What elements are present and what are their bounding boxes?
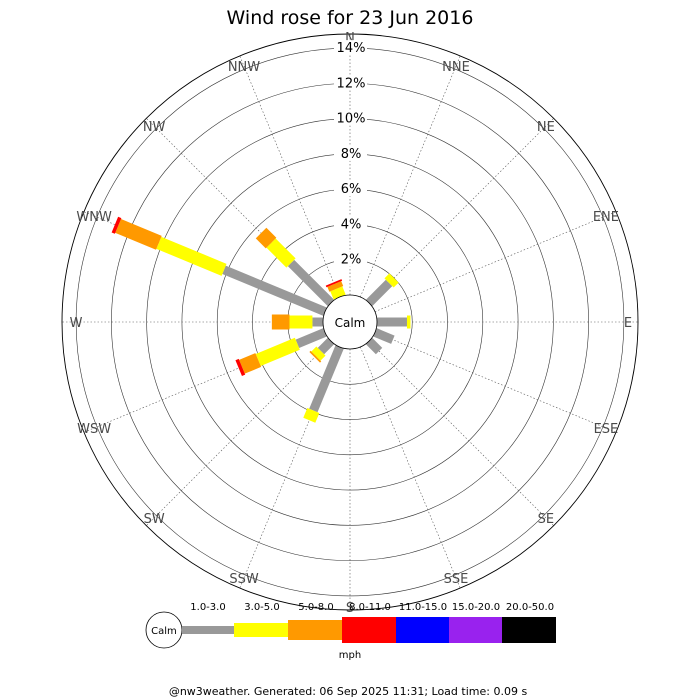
bar-sw-bin-0 bbox=[317, 337, 335, 355]
bar-nnw-bin-3 bbox=[325, 279, 343, 288]
wind-bars bbox=[111, 216, 411, 423]
direction-label-wnw: WNW bbox=[76, 210, 112, 225]
bar-nw-bin-2 bbox=[255, 227, 277, 249]
outer-circle bbox=[61, 33, 639, 611]
spoke-ene bbox=[374, 211, 617, 312]
bar-wnw-bin-3 bbox=[111, 216, 122, 234]
spoke-se bbox=[368, 340, 554, 526]
spoke-nnw bbox=[239, 55, 340, 298]
legend-swatch-6 bbox=[502, 617, 556, 643]
legend-label-4: 11.0-15.0 bbox=[399, 602, 447, 613]
legend-swatch-2 bbox=[288, 620, 342, 640]
tick-label-10: 10% bbox=[337, 112, 366, 127]
bar-ne-bin-0 bbox=[365, 279, 393, 307]
legend-label-1: 3.0-5.0 bbox=[244, 602, 279, 613]
bar-sw-bin-1 bbox=[311, 346, 326, 361]
bar-nnw-bin-1 bbox=[330, 286, 346, 300]
direction-label-nne: NNE bbox=[442, 60, 470, 75]
bar-wnw-bin-2 bbox=[115, 219, 162, 250]
bar-se-bin-0 bbox=[365, 337, 383, 355]
bar-nw-bin-1 bbox=[266, 238, 296, 268]
bar-wsw-bin-0 bbox=[295, 328, 327, 348]
bar-ne-bin-1 bbox=[384, 273, 399, 288]
direction-label-ene: ENE bbox=[593, 210, 619, 225]
direction-labels: N NNE NE ENE E ESE SE SSE S SSW SW WSW W WNW NW NNW bbox=[70, 31, 633, 616]
legend-swatch-4 bbox=[396, 617, 449, 643]
direction-label-nw: NW bbox=[143, 120, 166, 135]
bar-wsw-bin-3 bbox=[235, 358, 246, 376]
tick-label-bg bbox=[334, 251, 367, 267]
direction-label-se: SE bbox=[538, 512, 554, 527]
bar-wsw-bin-2 bbox=[239, 353, 262, 374]
direction-label-sse: SSE bbox=[444, 572, 469, 587]
tick-label-14: 14% bbox=[337, 41, 366, 56]
legend-label-2: 5.0-8.0 bbox=[298, 602, 333, 613]
tick-label-bg bbox=[334, 75, 367, 91]
direction-label-sw: SW bbox=[144, 512, 165, 527]
direction-label-s: S bbox=[346, 601, 354, 616]
direction-label-ne: NE bbox=[537, 120, 555, 135]
bar-nnw-bin-2 bbox=[327, 281, 344, 292]
calm-label: Calm bbox=[335, 316, 366, 330]
direction-label-e: E bbox=[624, 316, 632, 331]
bar-sw-bin-2 bbox=[309, 350, 322, 363]
tick-label-bg bbox=[334, 216, 367, 232]
tick-label-bg bbox=[334, 40, 367, 56]
calm-circle-shape bbox=[322, 294, 378, 350]
bar-wnw-bin-0 bbox=[222, 265, 327, 316]
bar-ssw-bin-0 bbox=[309, 345, 344, 413]
direction-label-nnw: NNW bbox=[228, 60, 260, 75]
tick-label-2: 2% bbox=[341, 253, 362, 268]
bar-wsw-bin-1 bbox=[255, 337, 300, 367]
direction-label-wsw: WSW bbox=[77, 422, 111, 437]
footer-text: @nw3weather. Generated: 06 Sep 2025 11:3… bbox=[169, 685, 528, 698]
legend-unit: mph bbox=[339, 650, 361, 661]
tick-label-bg bbox=[334, 110, 367, 126]
legend-label-0: 1.0-3.0 bbox=[190, 602, 225, 613]
tick-label-bg bbox=[334, 181, 367, 197]
radial-tick-labels: 2% 4% 6% 8% 10% 12% 14% bbox=[334, 40, 367, 268]
chart-title: Wind rose for 23 Jun 2016 bbox=[227, 7, 474, 29]
speed-legend: Calm 1.0-3.0 3.0-5.0 5.0-8.0 8.0-11.0 11.0-15… bbox=[145, 602, 556, 661]
spoke-nne bbox=[360, 55, 461, 298]
tick-label-4: 4% bbox=[341, 217, 362, 232]
tick-label-8: 8% bbox=[341, 147, 362, 162]
bar-ese-bin-0 bbox=[373, 328, 395, 344]
tick-label-6: 6% bbox=[341, 182, 362, 197]
spoke-sw bbox=[146, 340, 332, 526]
direction-label-w: W bbox=[70, 316, 83, 331]
tick-label-12: 12% bbox=[337, 76, 366, 91]
tick-label-bg bbox=[334, 145, 367, 161]
direction-label-ese: ESE bbox=[594, 422, 619, 437]
legend-swatch-0 bbox=[182, 626, 234, 634]
legend-calm-label: Calm bbox=[151, 626, 177, 637]
legend-swatch-1 bbox=[234, 623, 288, 637]
legend-label-5: 15.0-20.0 bbox=[452, 602, 500, 613]
legend-label-3: 8.0-11.0 bbox=[349, 602, 391, 613]
bar-wnw-bin-1 bbox=[156, 236, 227, 276]
legend-label-6: 20.0-50.0 bbox=[506, 602, 554, 613]
spoke-ese bbox=[374, 332, 617, 433]
bar-ssw-bin-1 bbox=[303, 407, 320, 423]
direction-label-ssw: SSW bbox=[229, 572, 259, 587]
direction-label-n: N bbox=[345, 31, 355, 46]
spoke-sse bbox=[360, 346, 461, 589]
bar-nw-bin-0 bbox=[287, 259, 335, 307]
legend-swatch-3 bbox=[342, 617, 396, 643]
legend-swatch-5 bbox=[449, 617, 502, 643]
calm-circle: Calm bbox=[322, 294, 378, 350]
spoke-ne bbox=[368, 118, 554, 304]
